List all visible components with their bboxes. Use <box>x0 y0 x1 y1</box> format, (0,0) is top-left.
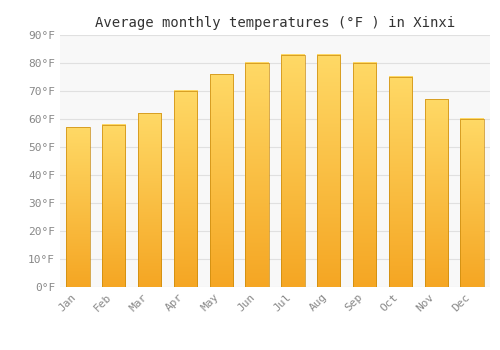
Bar <box>246 63 268 287</box>
Bar <box>66 127 90 287</box>
Bar <box>282 55 304 287</box>
Bar <box>460 119 483 287</box>
Bar <box>389 77 412 287</box>
Bar <box>102 125 126 287</box>
Bar <box>210 74 233 287</box>
Bar <box>317 55 340 287</box>
Bar <box>353 63 376 287</box>
Bar <box>138 113 161 287</box>
Title: Average monthly temperatures (°F ) in Xinxi: Average monthly temperatures (°F ) in Xi… <box>95 16 455 30</box>
Bar <box>174 91 197 287</box>
Bar <box>424 99 448 287</box>
